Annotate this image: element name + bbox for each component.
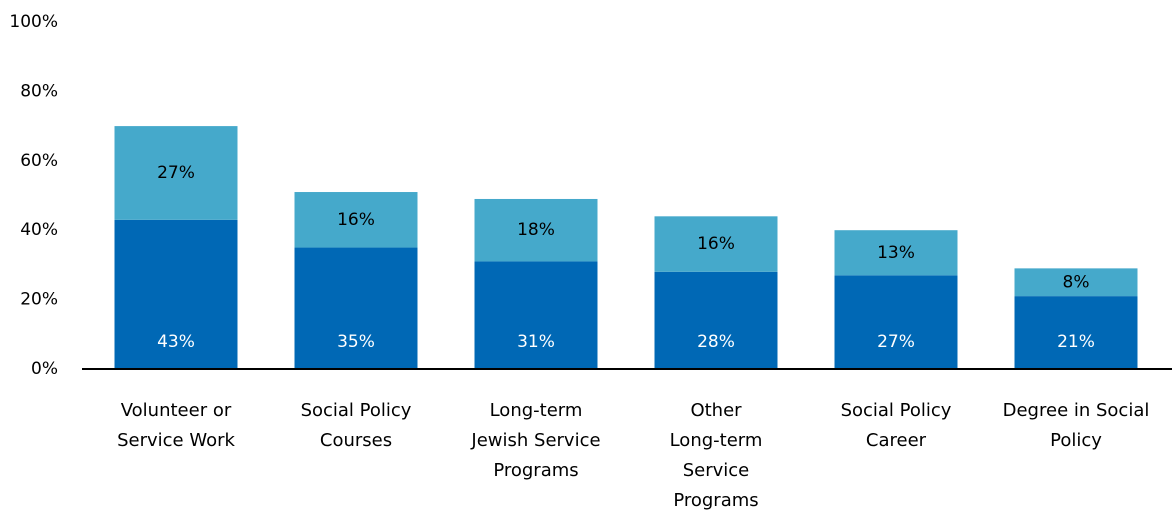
x-tick-label: Other <box>690 400 742 421</box>
bar-segment <box>654 271 778 369</box>
y-tick-label: 0% <box>31 359 58 379</box>
y-tick-label: 80% <box>20 81 58 101</box>
bar-segment <box>654 216 778 272</box>
x-tick-label: Social Policy <box>841 400 952 421</box>
bar-segment <box>114 126 238 220</box>
bar-segment <box>294 247 418 369</box>
bar-segment <box>114 219 238 369</box>
x-tick-label: Service Work <box>117 430 235 451</box>
y-tick-label: 20% <box>20 290 58 310</box>
bar-segment <box>834 275 958 369</box>
data-label: 13% <box>877 243 915 263</box>
data-label: 16% <box>697 234 735 254</box>
x-tick-label: Long-term <box>670 430 763 451</box>
data-label: 18% <box>517 220 555 240</box>
x-tick-label: Long-term <box>490 400 583 421</box>
y-tick-label: 40% <box>20 220 58 240</box>
x-tick-label: Programs <box>493 460 578 481</box>
y-tick-label: 60% <box>20 151 58 171</box>
data-label: 28% <box>697 332 735 352</box>
x-tick-label: Policy <box>1050 430 1102 451</box>
y-tick-label: 100% <box>9 12 58 32</box>
data-label: 27% <box>877 332 915 352</box>
bar-segment <box>1014 268 1138 297</box>
data-label: 27% <box>157 163 195 183</box>
x-tick-label: Degree in Social <box>1003 400 1150 421</box>
x-tick-label: Jewish Service <box>470 430 600 451</box>
bar-segment <box>294 192 418 248</box>
data-label: 8% <box>1063 272 1090 292</box>
x-tick-label: Career <box>866 430 927 451</box>
data-label: 35% <box>337 332 375 352</box>
x-tick-label: Service <box>683 460 750 481</box>
bar-segment <box>474 198 598 262</box>
bar-segment <box>1014 296 1138 369</box>
data-label: 21% <box>1057 332 1095 352</box>
bar-segment <box>834 230 958 276</box>
x-tick-label: Volunteer or <box>121 400 232 421</box>
x-tick-label: Social Policy <box>301 400 412 421</box>
x-tick-label: Programs <box>673 490 758 511</box>
bar-segment <box>474 261 598 369</box>
data-label: 31% <box>517 332 555 352</box>
x-tick-label: Courses <box>320 430 392 451</box>
data-label: 43% <box>157 332 195 352</box>
data-label: 16% <box>337 210 375 230</box>
